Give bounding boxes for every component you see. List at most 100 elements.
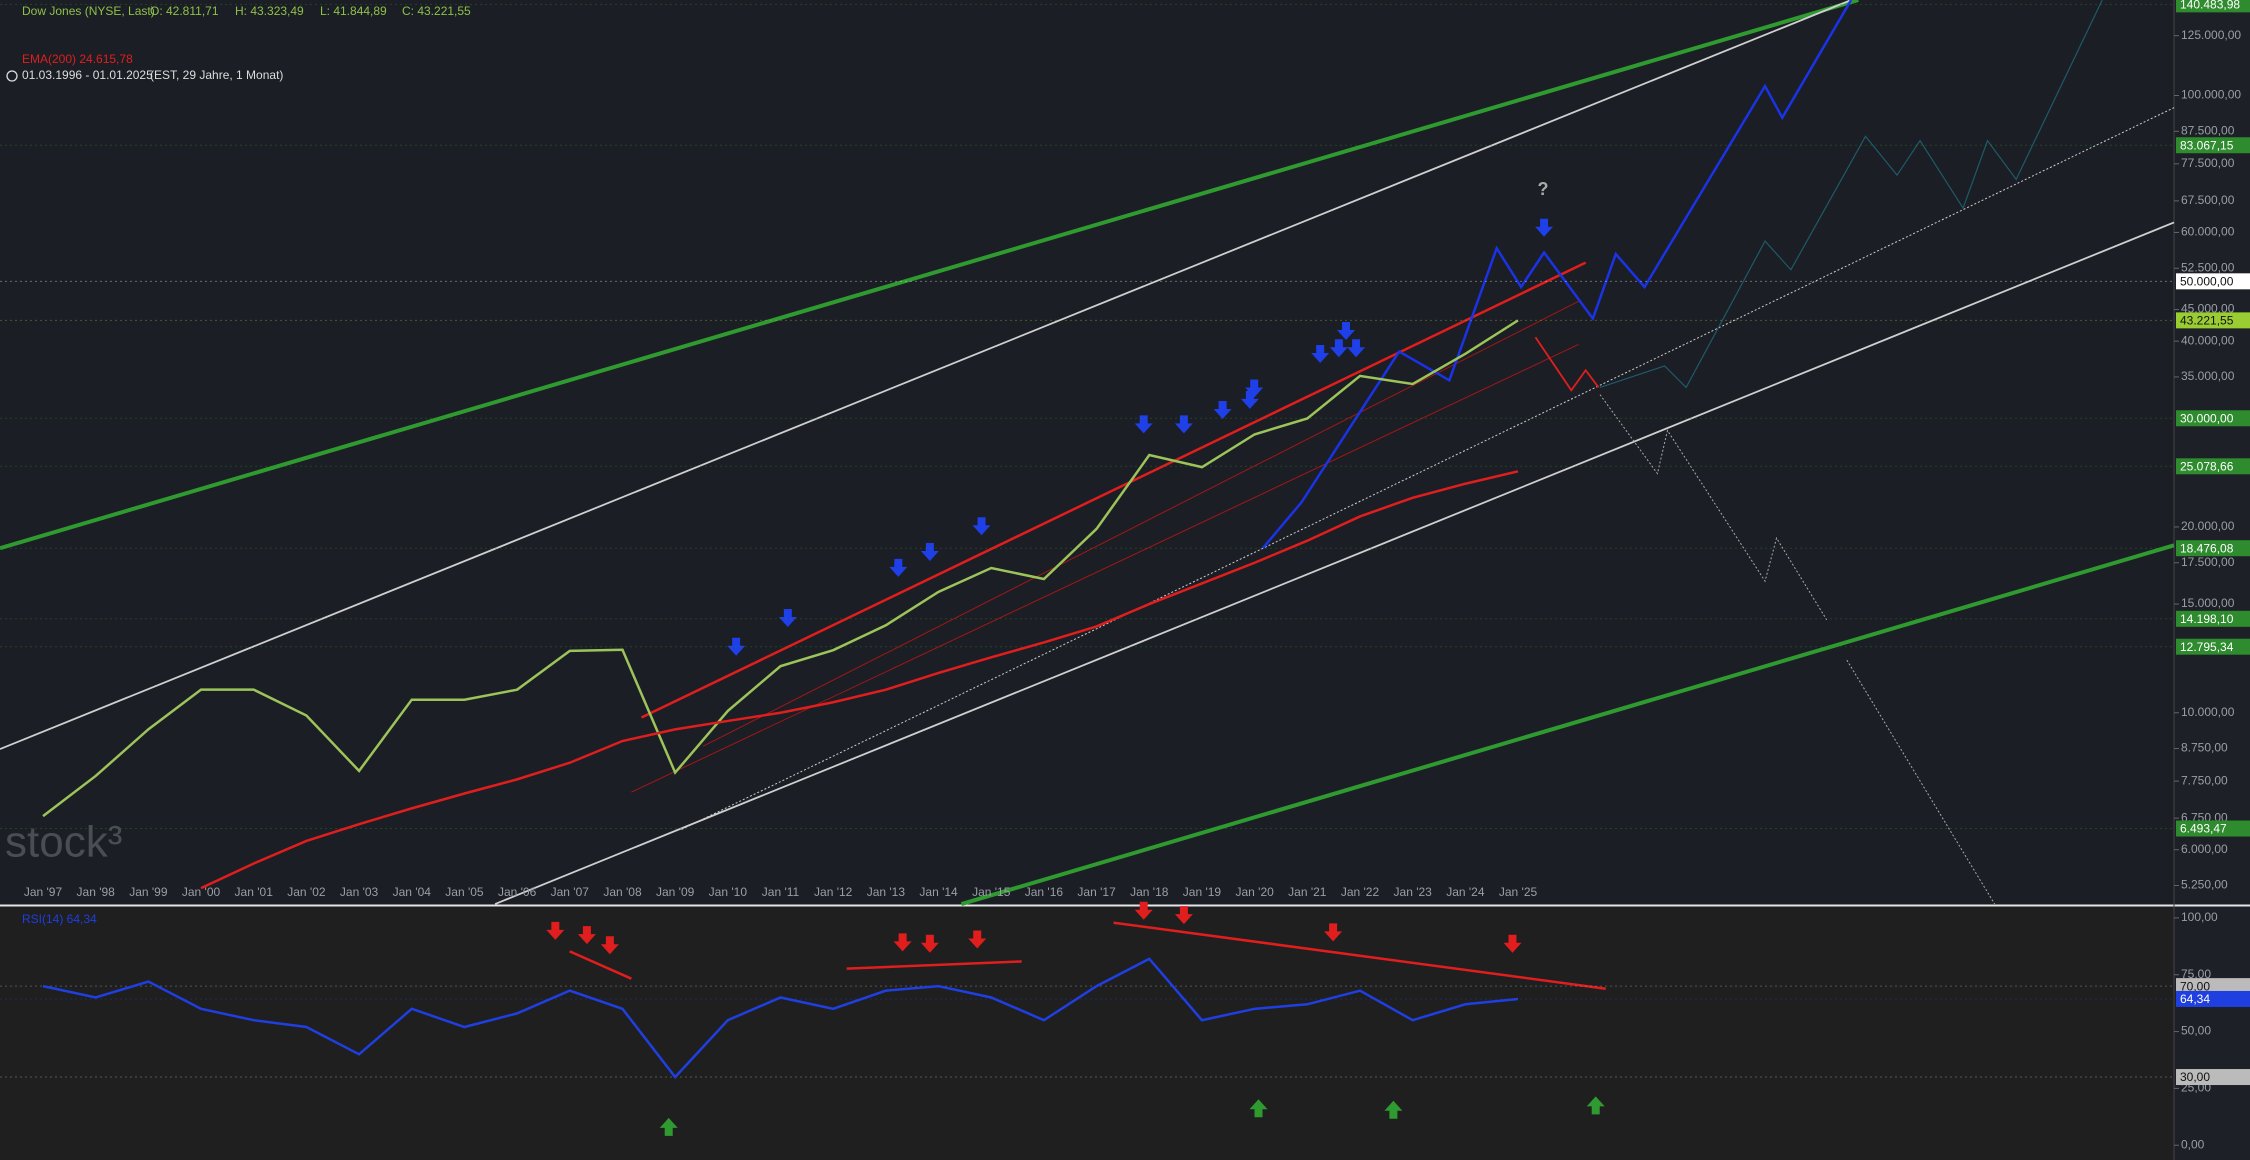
x-tick-label: Jan '12	[814, 885, 853, 899]
level-box	[2176, 137, 2250, 154]
x-tick-label: Jan '20	[1235, 885, 1274, 899]
signal-arrow	[778, 609, 797, 628]
close: C: 43.221,55	[402, 4, 471, 18]
signal-arrow	[1134, 415, 1153, 434]
x-tick-label: Jan '19	[1183, 885, 1222, 899]
series-line	[200, 470, 1519, 890]
rsi-pane	[0, 907, 2174, 1160]
x-tick-label: Jan '13	[867, 885, 906, 899]
y-tick-label: 100,00	[2181, 910, 2218, 924]
signal-arrow	[1311, 345, 1330, 364]
level-box	[2176, 820, 2250, 837]
level-box	[2176, 610, 2250, 627]
projection	[1846, 659, 1996, 905]
signal-arrow	[1586, 1096, 1605, 1115]
series-line	[42, 319, 1519, 818]
signal-arrow	[889, 558, 908, 577]
low: L: 41.844,89	[320, 4, 387, 18]
signal-arrow	[659, 1117, 678, 1136]
trend-line	[640, 261, 1587, 719]
x-tick-label: Jan '99	[129, 885, 168, 899]
x-tick-label: Jan '10	[709, 885, 748, 899]
rsi-trend-line	[569, 950, 632, 980]
x-tick-label: Jan '14	[919, 885, 958, 899]
signal-arrow	[577, 926, 596, 945]
x-tick-label: Jan '25	[1499, 885, 1538, 899]
high: H: 43.323,49	[235, 4, 304, 18]
signal-arrow	[920, 543, 939, 562]
level-box	[2176, 540, 2250, 557]
y-tick-label: 0,00	[2181, 1137, 2205, 1151]
projection	[1261, 0, 1853, 549]
level-box	[2176, 312, 2250, 329]
level-box	[2176, 410, 2250, 427]
x-tick-label: Jan '23	[1394, 885, 1433, 899]
y-tick-label: 5.250,00	[2181, 878, 2228, 892]
x-tick-label: Jan '08	[603, 885, 642, 899]
level-box	[2176, 273, 2250, 290]
clock-icon	[6, 70, 18, 82]
signal-arrow	[1347, 339, 1366, 358]
signal-arrow	[600, 936, 619, 955]
projection	[1534, 336, 1600, 392]
y-tick-label: 100.000,00	[2181, 88, 2241, 102]
x-tick-label: Jan '05	[445, 885, 484, 899]
level-label: 30.000,00	[2180, 411, 2234, 425]
x-tick-label: Jan '18	[1130, 885, 1169, 899]
level-box	[2176, 978, 2250, 995]
signal-arrow	[1337, 322, 1356, 341]
y-tick-label: 75,00	[2181, 967, 2211, 981]
x-tick-label: Jan '06	[498, 885, 537, 899]
y-tick-label: 6.000,00	[2181, 842, 2228, 856]
y-tick-label: 17.500,00	[2181, 555, 2235, 569]
y-tick-label: 35.000,00	[2181, 369, 2235, 383]
main-pane	[0, 0, 2174, 904]
x-tick-label: Jan '02	[287, 885, 326, 899]
signal-arrow	[893, 933, 912, 952]
signal-arrow	[920, 934, 939, 953]
level-box	[2176, 638, 2250, 655]
y-tick-label: 15.000,00	[2181, 596, 2235, 610]
level-label: 83.067,15	[2180, 138, 2234, 152]
trend-line	[0, 0, 1859, 551]
x-tick-label: Jan '98	[77, 885, 116, 899]
signal-arrow	[1503, 934, 1522, 953]
signal-arrow	[1329, 339, 1348, 358]
x-tick-label: Jan '09	[656, 885, 695, 899]
y-tick-label: 125.000,00	[2181, 28, 2241, 42]
y-tick-label: 52.500,00	[2181, 260, 2235, 274]
level-box	[2176, 1069, 2250, 1086]
annotation: ?	[1538, 179, 1549, 199]
projection	[1599, 394, 1828, 621]
level-label: 30,00	[2180, 1070, 2210, 1084]
y-tick-label: 67.500,00	[2181, 193, 2235, 207]
x-tick-label: Jan '01	[235, 885, 274, 899]
x-tick-label: Jan '00	[182, 885, 221, 899]
signal-arrow	[727, 637, 746, 656]
level-label: 6.493,47	[2180, 822, 2227, 836]
x-tick-label: Jan '04	[393, 885, 432, 899]
signal-arrow	[1535, 218, 1554, 237]
signal-arrow	[1134, 901, 1153, 920]
symbol: Dow Jones (NYSE, Last)	[22, 4, 155, 18]
signal-arrow	[1213, 400, 1232, 419]
level-label: 50.000,00	[2180, 274, 2234, 288]
trend-line	[960, 543, 2175, 906]
signal-arrow	[972, 517, 991, 536]
signal-arrow	[1174, 906, 1193, 925]
rsi-trend-line	[1113, 921, 1606, 990]
x-tick-label: Jan '16	[1025, 885, 1064, 899]
x-tick-label: Jan '15	[972, 885, 1011, 899]
signal-arrow	[1324, 923, 1343, 942]
signal-arrow	[1384, 1100, 1403, 1119]
x-tick-label: Jan '11	[762, 885, 800, 899]
projection	[1599, 0, 2103, 389]
price-axis	[2174, 0, 2250, 1160]
level-label: 70,00	[2180, 979, 2210, 993]
trend-line	[0, 0, 1852, 750]
trend-line	[702, 300, 1579, 747]
y-tick-label: 40.000,00	[2181, 333, 2235, 347]
signal-arrow	[1249, 1099, 1268, 1118]
x-tick-label: Jan '17	[1077, 885, 1116, 899]
